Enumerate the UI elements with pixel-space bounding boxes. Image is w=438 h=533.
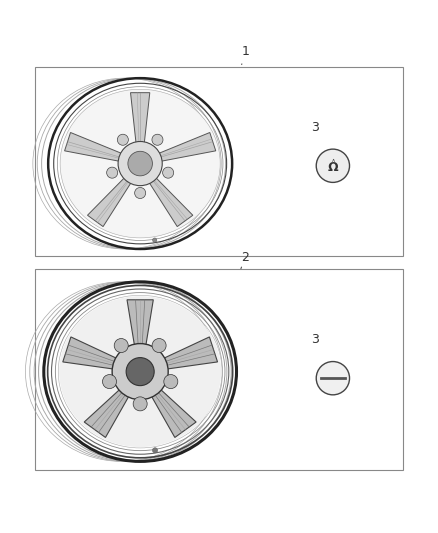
- Text: 1: 1: [241, 45, 249, 64]
- Circle shape: [114, 338, 128, 352]
- Polygon shape: [84, 384, 133, 438]
- Polygon shape: [147, 384, 196, 438]
- Circle shape: [316, 361, 350, 395]
- Circle shape: [133, 397, 147, 411]
- Text: 3: 3: [311, 333, 319, 346]
- Circle shape: [152, 338, 166, 352]
- Circle shape: [128, 151, 152, 176]
- Polygon shape: [127, 300, 153, 353]
- Circle shape: [316, 149, 350, 182]
- Ellipse shape: [59, 296, 221, 447]
- Polygon shape: [153, 133, 216, 163]
- Polygon shape: [156, 337, 218, 370]
- Circle shape: [162, 167, 174, 178]
- Circle shape: [106, 167, 118, 178]
- Text: 3: 3: [311, 120, 319, 134]
- FancyBboxPatch shape: [35, 67, 403, 255]
- Circle shape: [126, 358, 154, 386]
- Circle shape: [118, 141, 162, 185]
- Circle shape: [152, 134, 163, 146]
- Circle shape: [152, 238, 157, 243]
- Text: 2: 2: [241, 252, 249, 269]
- Polygon shape: [146, 173, 193, 227]
- Text: ∧: ∧: [330, 158, 336, 164]
- Ellipse shape: [60, 89, 220, 238]
- Polygon shape: [63, 337, 124, 370]
- Circle shape: [102, 375, 117, 389]
- Circle shape: [112, 344, 168, 400]
- Circle shape: [117, 134, 128, 146]
- Circle shape: [164, 375, 178, 389]
- Text: Ω: Ω: [328, 161, 338, 174]
- Polygon shape: [64, 133, 127, 163]
- Polygon shape: [131, 93, 150, 149]
- Polygon shape: [88, 173, 134, 227]
- FancyBboxPatch shape: [35, 269, 403, 470]
- Circle shape: [134, 188, 146, 198]
- Circle shape: [152, 448, 158, 453]
